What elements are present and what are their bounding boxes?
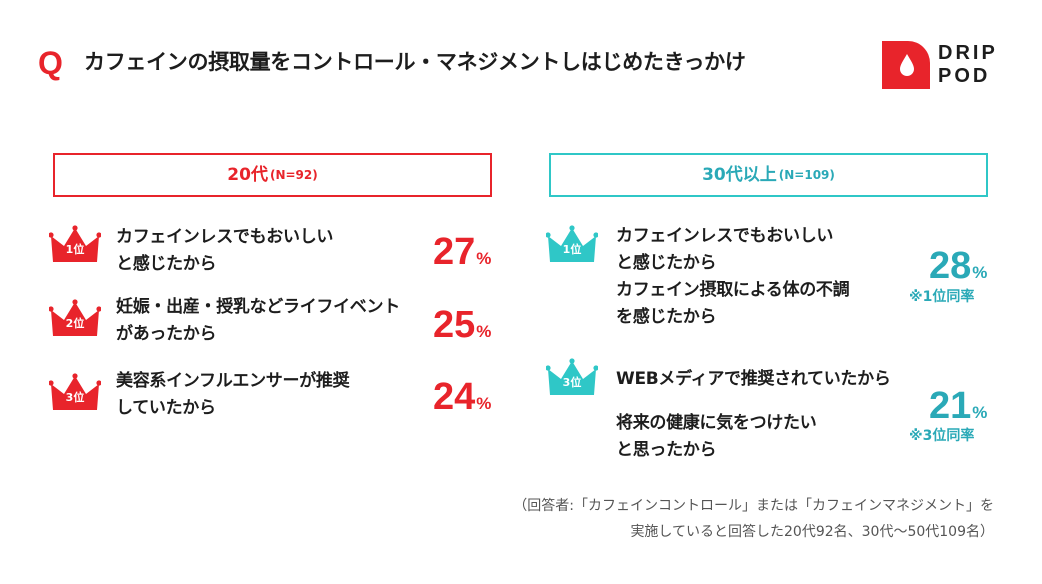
reason-line: と感じたから bbox=[616, 253, 717, 273]
reason-text: 将来の健康に気をつけたい と思ったから bbox=[616, 410, 817, 464]
tie-note: ※3位同率 bbox=[909, 428, 975, 444]
reason-line: と感じたから bbox=[116, 254, 217, 274]
drop-logo-icon bbox=[882, 41, 930, 89]
reason-text: カフェインレスでもおいしい と感じたから bbox=[116, 224, 333, 278]
reason-line: 妊娠・出産・授乳などライフイベント bbox=[116, 297, 400, 317]
reason-line: WEBメディアで推奨されていたから bbox=[616, 369, 891, 389]
reason-line: 将来の健康に気をつけたい bbox=[616, 413, 817, 433]
sample-size: (N=109) bbox=[778, 168, 835, 182]
reason-line: を感じたから bbox=[616, 307, 717, 327]
percentage-value: 21% bbox=[929, 386, 987, 433]
panel-header-30s-plus: 30代以上 (N=109) bbox=[549, 153, 988, 197]
crown-rank-icon: 3位 bbox=[49, 372, 101, 412]
rank-label: 3位 bbox=[65, 391, 85, 404]
crown-rank-icon: 2位 bbox=[49, 298, 101, 338]
group-label: 30代以上 bbox=[702, 165, 777, 185]
value-number: 25 bbox=[433, 304, 476, 346]
panel-header-20s: 20代 (N=92) bbox=[53, 153, 492, 197]
page-title: カフェインの摂取量をコントロール・マネジメントしはじめたきっかけ bbox=[84, 50, 746, 74]
value-unit: % bbox=[476, 322, 492, 341]
value-number: 27 bbox=[433, 231, 476, 273]
reason-line: していたから bbox=[116, 398, 216, 418]
value-unit: % bbox=[476, 249, 492, 268]
percentage-value: 25% bbox=[433, 305, 491, 352]
value-number: 21 bbox=[929, 385, 972, 427]
footnote-line: 実施していると回答した20代92名、30代〜50代109名） bbox=[630, 524, 994, 540]
crown-rank-icon: 1位 bbox=[49, 224, 101, 264]
footnote-line: （回答者:「カフェインコントロール」または「カフェインマネジメント」を bbox=[513, 498, 994, 514]
percentage-value: 28% bbox=[929, 246, 987, 293]
logo-line-1: DRIP bbox=[938, 42, 998, 64]
reason-line: 美容系インフルエンサーが推奨 bbox=[116, 371, 350, 391]
group-label: 20代 bbox=[227, 165, 268, 185]
value-unit: % bbox=[972, 263, 988, 282]
reason-text: カフェインレスでもおいしい と感じたから カフェイン摂取による体の不調 を感じた… bbox=[616, 223, 850, 331]
percentage-value: 27% bbox=[433, 232, 491, 279]
rank-label: 3位 bbox=[562, 376, 582, 389]
rank-label: 1位 bbox=[65, 243, 85, 256]
rank-label: 1位 bbox=[562, 243, 582, 256]
reason-line: カフェインレスでもおいしい bbox=[116, 227, 334, 247]
value-number: 28 bbox=[929, 245, 972, 287]
logo-line-2: POD bbox=[938, 65, 991, 87]
logo-wordmark: DRIP POD bbox=[938, 42, 998, 88]
value-unit: % bbox=[476, 394, 492, 413]
reason-text: WEBメディアで推奨されていたから bbox=[616, 366, 891, 393]
value-unit: % bbox=[972, 403, 988, 422]
rank-label: 2位 bbox=[65, 317, 85, 330]
value-number: 24 bbox=[433, 376, 476, 418]
reason-line: カフェイン摂取による体の不調 bbox=[616, 280, 850, 300]
footnote: （回答者:「カフェインコントロール」または「カフェインマネジメント」を 実施して… bbox=[513, 493, 994, 545]
percentage-value: 24% bbox=[433, 377, 491, 424]
crown-rank-icon: 3位 bbox=[546, 357, 598, 397]
reason-line: カフェインレスでもおいしい bbox=[616, 226, 834, 246]
drip-pod-logo: DRIP POD bbox=[882, 41, 1008, 89]
reason-line: があったから bbox=[116, 324, 217, 344]
reason-text: 妊娠・出産・授乳などライフイベント があったから bbox=[116, 294, 400, 348]
tie-note: ※1位同率 bbox=[909, 289, 975, 305]
reason-text: 美容系インフルエンサーが推奨 していたから bbox=[116, 368, 350, 422]
question-mark-label: Q bbox=[38, 45, 63, 81]
sample-size: (N=92) bbox=[269, 168, 318, 182]
crown-rank-icon: 1位 bbox=[546, 224, 598, 264]
reason-line: と思ったから bbox=[616, 440, 717, 460]
